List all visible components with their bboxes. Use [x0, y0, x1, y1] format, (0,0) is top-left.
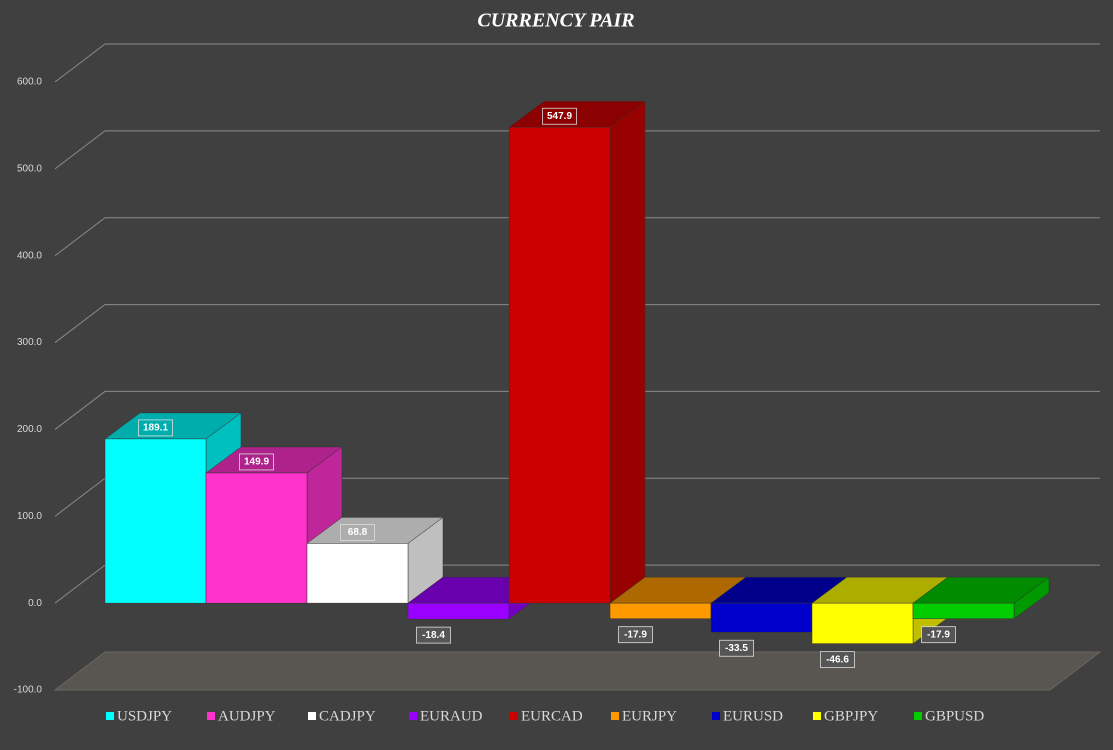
bar — [912, 602, 1015, 619]
grid-line — [54, 390, 1100, 430]
bar — [205, 472, 308, 604]
y-tick-label: 0.0 — [28, 598, 42, 609]
y-tick-label: 200.0 — [17, 424, 42, 435]
data-label-box — [239, 453, 274, 471]
legend-swatch — [712, 712, 720, 720]
grid-line — [54, 43, 1100, 83]
data-label-box — [416, 626, 451, 644]
bar — [306, 543, 409, 604]
grid-line — [54, 217, 1100, 257]
legend-label: EURCAD — [521, 708, 583, 724]
data-label-box — [719, 639, 754, 657]
legend-swatch — [510, 712, 518, 720]
data-label: -18.4 — [422, 630, 445, 641]
data-label: 149.9 — [244, 457, 269, 468]
y-tick-label: 600.0 — [17, 77, 42, 88]
legend-label: AUDJPY — [218, 708, 276, 724]
bar — [710, 602, 813, 633]
data-label: -33.5 — [725, 643, 748, 654]
legend-label: EURAUD — [420, 708, 483, 724]
y-tick-label: 500.0 — [17, 163, 42, 174]
legend-label: GBPJPY — [824, 708, 878, 724]
legend-swatch — [207, 712, 215, 720]
data-label-box — [138, 419, 173, 437]
y-tick-label: -100.0 — [14, 685, 43, 696]
y-tick-label: 100.0 — [17, 511, 42, 522]
legend-swatch — [813, 712, 821, 720]
data-label: 547.9 — [547, 111, 572, 122]
legend-swatch — [409, 712, 417, 720]
legend-label: EURUSD — [723, 708, 783, 724]
grid-line — [54, 304, 1100, 343]
bar-side — [609, 100, 646, 604]
data-label: -17.9 — [624, 629, 647, 640]
data-label-box — [542, 107, 577, 125]
bar — [104, 438, 207, 604]
legend-label: EURJPY — [622, 708, 677, 724]
legend-swatch — [308, 712, 316, 720]
y-tick-label: 300.0 — [17, 337, 42, 348]
legend-swatch — [106, 712, 114, 720]
data-label-box — [820, 651, 855, 669]
data-label-box — [921, 626, 956, 644]
data-label: 68.8 — [348, 527, 368, 538]
grid-line — [54, 130, 1100, 170]
floor — [53, 651, 1102, 691]
data-label: -46.6 — [826, 654, 849, 665]
y-tick-label: 400.0 — [17, 250, 42, 261]
bar — [508, 127, 611, 604]
chart-title: CURRENCY PAIR — [477, 10, 634, 32]
data-label-box — [340, 523, 375, 541]
legend-label: USDJPY — [117, 708, 172, 724]
legend-label: GBPUSD — [925, 708, 984, 724]
legend-label: CADJPY — [319, 708, 376, 724]
bar — [407, 602, 510, 620]
legend-swatch — [611, 712, 619, 720]
legend-swatch — [914, 712, 922, 720]
data-label: -17.9 — [927, 629, 950, 640]
bar — [811, 602, 914, 644]
data-label: 189.1 — [143, 423, 168, 434]
data-label-box — [618, 626, 653, 644]
bar — [609, 602, 712, 619]
